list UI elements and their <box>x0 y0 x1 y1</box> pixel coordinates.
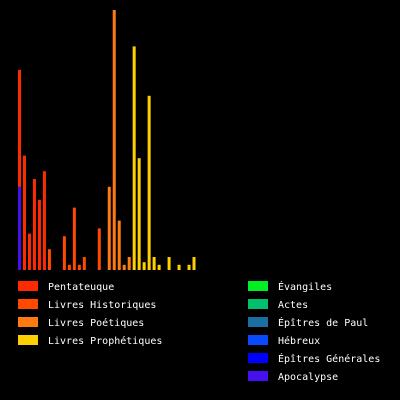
legend-item-8: Hébreux <box>248 335 320 347</box>
bar-4-29 <box>157 264 161 270</box>
legend-swatch <box>248 353 268 363</box>
bar-4-28 <box>152 257 156 270</box>
bar-4-33 <box>177 264 181 270</box>
legend-label: Livres Historiques <box>48 300 156 311</box>
bar-4-31 <box>167 257 171 270</box>
legend-label: Livres Prophétiques <box>48 335 162 347</box>
bar-2-17 <box>97 228 101 270</box>
bar-1-3 <box>27 233 31 270</box>
legend-item-3: Livres Poétiques <box>18 317 144 329</box>
legend-swatch <box>248 371 268 381</box>
bar-4-24 <box>132 46 136 271</box>
legend-item-6: Actes <box>248 299 308 311</box>
bar-4-36 <box>192 257 196 270</box>
bar-1-4 <box>32 179 36 270</box>
legend-label: Évangiles <box>278 280 332 293</box>
bar-3-21 <box>117 220 121 270</box>
bar-2-11 <box>67 264 71 270</box>
bar-2-10 <box>62 236 66 270</box>
legend-item-5: Évangiles <box>248 280 332 293</box>
legend-item-2: Livres Historiques <box>18 299 156 311</box>
legend-label: Pentateuque <box>48 282 114 293</box>
bar-3-19 <box>107 186 111 270</box>
bar-3-22 <box>122 264 126 270</box>
bar-4-25 <box>137 158 141 270</box>
legend-label: Hébreux <box>278 335 320 347</box>
legend-item-1: Pentateuque <box>18 281 114 293</box>
legend-item-4: Livres Prophétiques <box>18 335 162 347</box>
legend-swatch <box>18 317 38 327</box>
legend-label: Épîtres de Paul <box>278 316 368 329</box>
bar-4-27 <box>147 95 151 270</box>
bar-2-14 <box>82 257 86 270</box>
bar-10-1 <box>18 186 21 270</box>
legend-swatch <box>18 281 38 291</box>
bar-2-13 <box>77 264 81 270</box>
bar-4-35 <box>187 264 191 270</box>
bar-2-7 <box>47 249 51 270</box>
legend-swatch <box>18 335 38 345</box>
legend: Pentateuque Livres Historiques Livres Poét… <box>18 280 380 383</box>
bar-1-1 <box>18 69 21 270</box>
legend-swatch <box>248 281 268 291</box>
bar-1-5 <box>37 199 41 270</box>
legend-swatch <box>248 335 268 345</box>
legend-swatch <box>248 299 268 309</box>
legend-label: Actes <box>278 300 308 311</box>
legend-label: Épîtres Générales <box>278 352 380 365</box>
legend-item-7: Épîtres de Paul <box>248 316 368 329</box>
legend-label: Livres Poétiques <box>48 317 144 329</box>
bar-3-23 <box>127 257 131 270</box>
legend-swatch <box>248 317 268 327</box>
legend-item-10: Apocalypse <box>248 371 338 383</box>
bar-3-20 <box>112 10 116 270</box>
bar-1-2 <box>22 155 26 270</box>
bar-2-12 <box>72 207 76 270</box>
legend-label: Apocalypse <box>278 372 338 383</box>
bars-group <box>18 10 196 271</box>
legend-swatch <box>18 299 38 309</box>
bar-4-26 <box>142 262 146 270</box>
legend-item-9: Épîtres Générales <box>248 352 380 365</box>
bar-1-6 <box>42 171 46 270</box>
